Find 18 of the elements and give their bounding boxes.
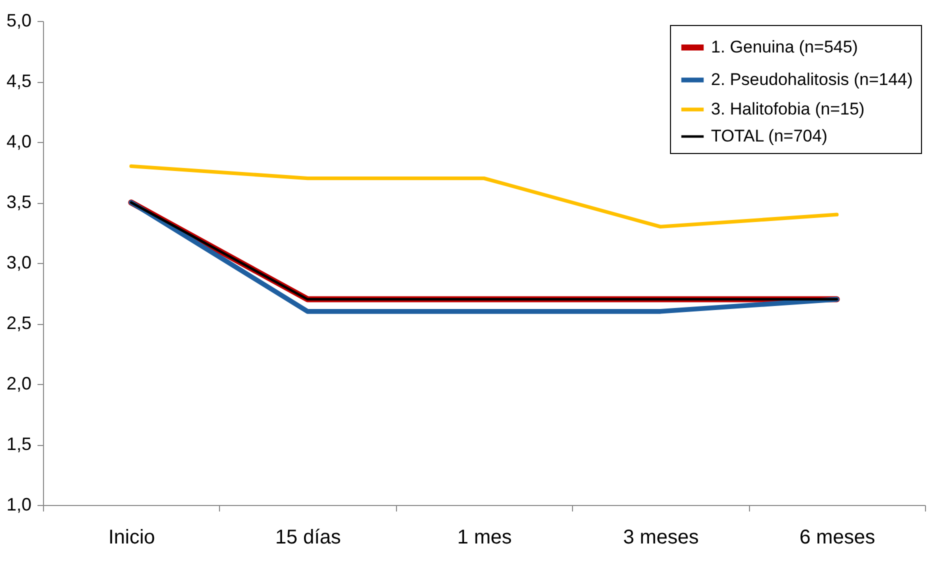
legend-label: 3. Halitofobia (n=15) — [711, 100, 865, 118]
y-tick-label: 1,0 — [6, 494, 32, 514]
y-tick-label: 3,0 — [6, 252, 32, 272]
y-tick-label: 1,5 — [6, 434, 32, 454]
legend-label: 1. Genuina (n=545) — [711, 38, 858, 56]
y-tick-label: 4,5 — [6, 71, 32, 91]
y-tick-label: 4,0 — [6, 132, 32, 152]
x-tick-label: 15 días — [275, 526, 341, 548]
x-tick-label: 3 meses — [623, 526, 699, 548]
y-tick-label: 3,5 — [6, 192, 32, 212]
x-tick-label: 1 mes — [457, 526, 512, 548]
y-tick-label: 5,0 — [6, 10, 32, 30]
x-tick-label: 6 meses — [800, 526, 876, 548]
legend-label: TOTAL (n=704) — [711, 126, 828, 146]
x-tick-label: Inicio — [108, 526, 156, 548]
y-tick-label: 2,0 — [6, 374, 32, 394]
y-tick-label: 2,5 — [6, 313, 32, 333]
legend-label: 2. Pseudohalitosis (n=144) — [711, 70, 913, 89]
